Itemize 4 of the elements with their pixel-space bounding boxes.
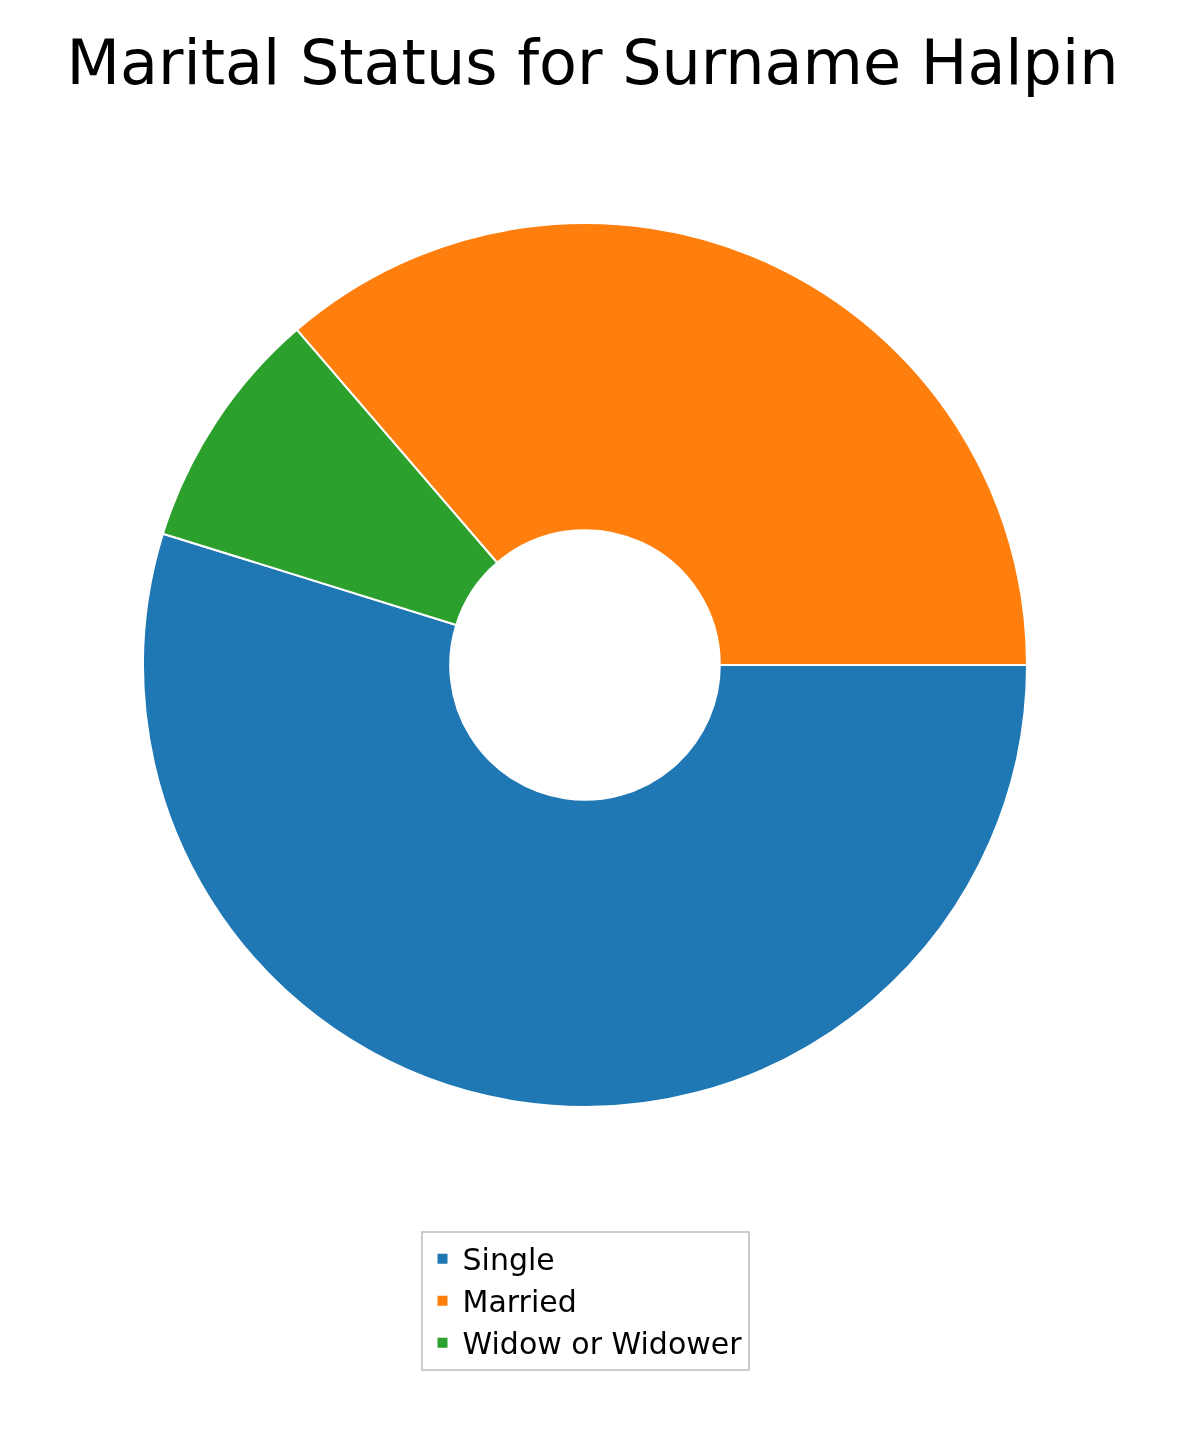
- chart-title: Marital Status for Surname Halpin: [66, 25, 1119, 99]
- legend-label: Married: [462, 1284, 577, 1320]
- legend-label: Single: [462, 1242, 555, 1278]
- legend-label: Widow or Widower: [462, 1326, 743, 1362]
